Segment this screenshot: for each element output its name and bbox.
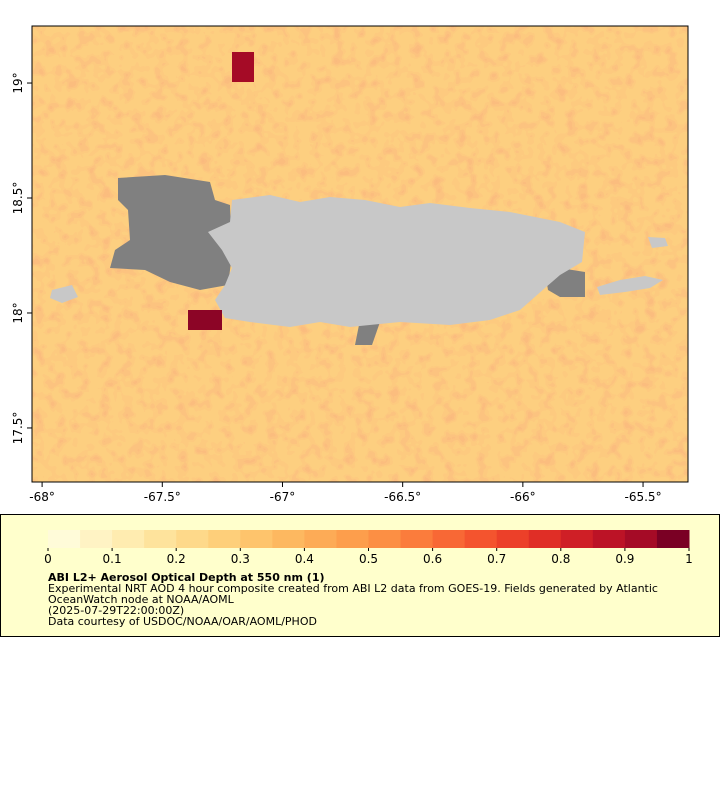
colorbar-cell (112, 530, 145, 548)
colorbar-tick-label: 0.2 (167, 552, 186, 566)
x-tick-label: -67.5° (144, 490, 181, 504)
legend-line: Data courtesy of USDOC/NOAA/OAR/AOML/PHO… (48, 615, 317, 628)
colorbar-cell (304, 530, 337, 548)
colorbar-cell (560, 530, 594, 548)
culebra (648, 237, 668, 248)
no-data-area (355, 320, 380, 345)
colorbar-cell (336, 530, 369, 548)
vieques (597, 276, 663, 295)
colorbar-tick-label: 0.5 (359, 552, 378, 566)
colorbar-cell (208, 530, 241, 548)
colorbar-cell (592, 530, 626, 548)
colorbar-cell (176, 530, 209, 548)
colorbar-cell (144, 530, 177, 548)
colorbar-cell (528, 530, 562, 548)
colorbar-tick-label: 0.6 (423, 552, 442, 566)
aod-hotspot (188, 310, 222, 330)
colorbar-cell (432, 530, 466, 548)
plot-frame (31, 25, 689, 483)
colorbar-tick-label: 1 (685, 552, 693, 566)
y-tick-label: 17.5° (11, 412, 25, 445)
x-tick-label: -65.5° (625, 490, 662, 504)
colorbar-cell (240, 530, 273, 548)
colorbar-tick-label: 0.7 (487, 552, 506, 566)
colorbar-cell (464, 530, 498, 548)
colorbar-cell (272, 530, 305, 548)
puerto-rico (208, 195, 585, 327)
x-tick-label: -67° (270, 490, 296, 504)
y-tick-label: 19° (11, 72, 25, 93)
legend-line: (2025-07-29T22:00:00Z) (48, 604, 184, 617)
y-tick-label: 18.5° (11, 182, 25, 215)
colorbar-cell (624, 530, 658, 548)
colorbar-tick-label: 0.8 (551, 552, 570, 566)
colorbar-tick-label: 0 (44, 552, 52, 566)
colorbar-cell (400, 530, 434, 548)
colorbar-tick-label: 0.9 (615, 552, 634, 566)
x-tick-label: -66° (510, 490, 536, 504)
mona-island (50, 285, 78, 303)
no-data-area (110, 175, 232, 290)
colorbar-tick-label: 0.4 (295, 552, 314, 566)
colorbar-cell (80, 530, 113, 548)
colorbar-tick-label: 0.3 (231, 552, 250, 566)
legend-line: OceanWatch node at NOAA/AOML (48, 593, 235, 606)
legend-title: ABI L2+ Aerosol Optical Depth at 550 nm … (48, 571, 325, 584)
colorbar-cell (48, 530, 81, 548)
colorbar-tick-label: 0.1 (103, 552, 122, 566)
x-tick-label: -68° (29, 490, 55, 504)
y-tick-label: 18° (11, 302, 25, 323)
colorbar-cell (656, 530, 690, 548)
legend-line: Experimental NRT AOD 4 hour composite cr… (48, 582, 658, 595)
x-tick-label: -66.5° (384, 490, 421, 504)
colorbar-cell (496, 530, 530, 548)
colorbar-cell (368, 530, 402, 548)
map-field (32, 26, 688, 482)
aod-hotspot (232, 52, 254, 82)
